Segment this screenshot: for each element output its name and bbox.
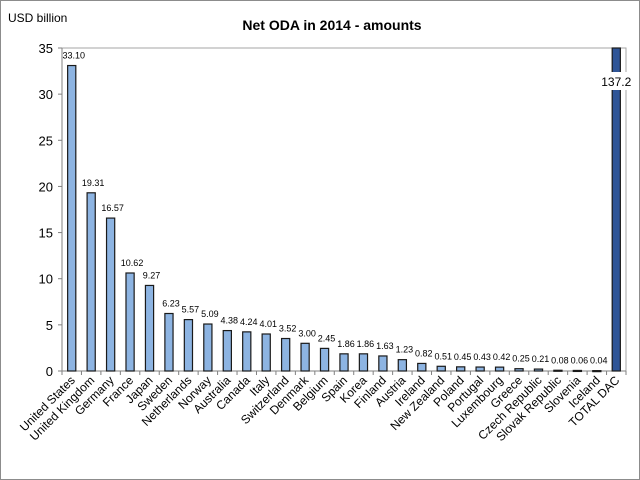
bar-iceland (592, 370, 602, 373)
bar-spain (339, 353, 349, 372)
bar-total-dac (611, 47, 621, 372)
data-label: 4.24 (240, 317, 258, 327)
bar-portugal (475, 366, 485, 372)
y-axis: 0 5 10 15 20 25 30 35 (39, 41, 63, 379)
bar-new-zealand (436, 365, 446, 372)
data-label: 3.52 (279, 324, 297, 334)
bar-united-states (67, 64, 77, 372)
bar-switzerland (280, 337, 291, 372)
bar-luxembourg (494, 366, 505, 372)
data-label: 5.09 (201, 309, 219, 319)
bar-slovak-republic (553, 369, 563, 372)
data-label: 19.31 (82, 178, 105, 188)
bar-belgium (319, 347, 330, 372)
data-label: 1.63 (376, 341, 394, 351)
bar-finland (378, 355, 388, 372)
data-label: 3.00 (298, 328, 316, 338)
data-label: 1.86 (337, 339, 355, 349)
bar-greece (514, 368, 524, 372)
bar-austria (397, 359, 408, 372)
bar-slovenia (572, 369, 583, 373)
bar-netherlands (183, 318, 194, 372)
data-label: 0.42 (493, 352, 511, 362)
data-label-total-dac: 137.2 (601, 75, 631, 89)
y-tick-label: 15 (39, 226, 53, 241)
bar-czech-republic (533, 368, 544, 372)
bar-canada (242, 331, 252, 372)
y-tick-label: 20 (39, 179, 53, 194)
data-labels: 33.10 19.31 16.57 10.62 9.27 6.235.57 5.094.38… (62, 51, 634, 366)
data-label: 0.82 (415, 348, 433, 358)
y-tick-label: 10 (39, 272, 53, 287)
data-label: 0.45 (454, 352, 472, 362)
bar-germany (105, 217, 116, 372)
bar-france (125, 272, 135, 372)
data-label: 9.27 (143, 270, 161, 280)
bar-sweden (164, 312, 174, 372)
data-label: 1.23 (396, 345, 414, 355)
y-tick-label: 35 (39, 41, 53, 56)
y-tick-label: 0 (46, 364, 53, 379)
data-label: 1.86 (357, 339, 375, 349)
y-tick-label: 30 (39, 87, 53, 102)
data-label: 0.08 (551, 355, 569, 365)
data-label: 2.45 (318, 333, 336, 343)
y-axis-unit-label: USD billion (8, 11, 67, 25)
data-label: 4.38 (221, 316, 239, 326)
y-tick-label: 25 (39, 133, 53, 148)
data-label: 5.57 (182, 305, 200, 315)
data-label: 0.21 (532, 354, 550, 364)
bar-italy (261, 333, 271, 372)
bar-australia (222, 329, 232, 372)
data-label: 0.04 (590, 356, 608, 366)
bar-united-kingdom (86, 192, 96, 372)
data-label: 10.62 (121, 258, 144, 268)
chart-title: Net ODA in 2014 - amounts (242, 17, 421, 33)
bar-japan (144, 284, 155, 372)
data-label: 33.10 (62, 51, 85, 61)
bar-ireland (417, 362, 427, 372)
bar-denmark (300, 342, 310, 372)
y-tick-label: 5 (46, 318, 53, 333)
data-label: 0.51 (434, 351, 452, 361)
bars (67, 47, 621, 373)
bar-poland (456, 366, 466, 372)
data-label: 0.43 (473, 352, 491, 362)
data-label: 4.01 (259, 319, 277, 329)
data-label: 0.25 (512, 354, 530, 364)
total-label-box (599, 72, 634, 90)
bar-korea (358, 353, 369, 372)
data-label: 16.57 (101, 203, 124, 213)
data-label: 0.06 (571, 355, 589, 365)
data-label: 6.23 (162, 299, 180, 309)
bar-norway (203, 323, 213, 372)
